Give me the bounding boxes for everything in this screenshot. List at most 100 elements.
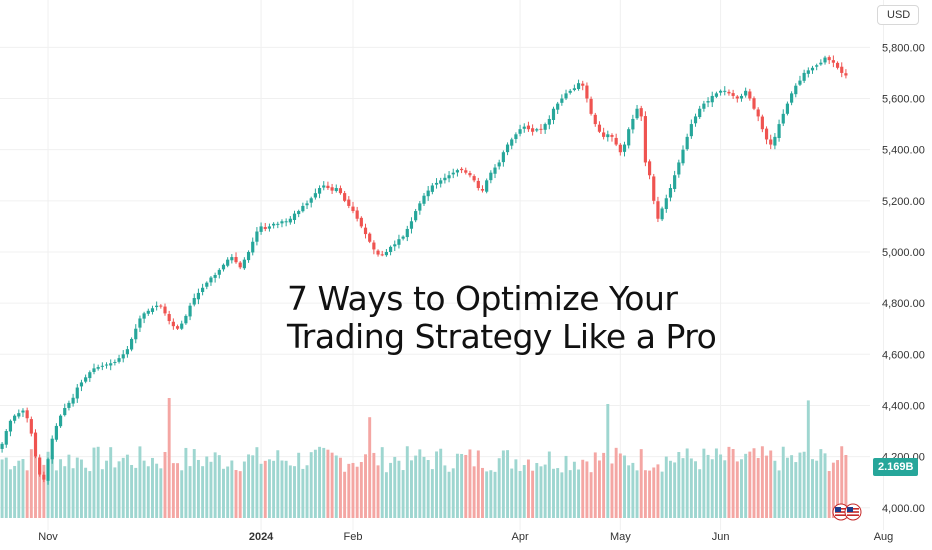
volume-bar: [209, 461, 213, 518]
x-tick-label: 2024: [249, 531, 274, 543]
volume-bar: [297, 452, 301, 518]
y-tick-label: 4,400.00: [882, 400, 925, 412]
volume-bars: [0, 398, 848, 518]
candle-body: [50, 438, 54, 460]
volume-bar: [430, 469, 434, 518]
x-tick-label: May: [610, 531, 631, 543]
volume-bar: [681, 458, 685, 518]
candle-body: [756, 109, 760, 117]
candle-body: [84, 377, 88, 382]
candle-body: [25, 410, 29, 419]
volume-bar: [88, 471, 92, 518]
volume-bar: [689, 458, 693, 518]
volume-bar: [714, 448, 718, 518]
volume-bar: [585, 461, 589, 518]
candle-body: [117, 358, 121, 362]
volume-bar: [414, 455, 418, 518]
candle-body: [823, 57, 827, 63]
volume-bar: [188, 466, 192, 518]
volume-bar: [460, 453, 464, 518]
candle-body: [622, 144, 627, 152]
x-tick-label: Apr: [512, 531, 529, 543]
volume-bar: [130, 464, 134, 518]
candle-body: [113, 361, 117, 363]
y-tick-label: 4,600.00: [882, 349, 925, 361]
volume-bar: [163, 451, 167, 518]
candle-body: [551, 108, 556, 121]
volume-bar: [727, 446, 731, 518]
candle-body: [589, 98, 593, 114]
candle-body: [292, 213, 297, 221]
candle-body: [368, 233, 372, 242]
volume-bar: [518, 471, 522, 518]
volume-bar: [840, 446, 844, 518]
volume-bar: [184, 447, 188, 518]
currency-selector-button[interactable]: USD: [877, 5, 919, 25]
candle-body: [731, 93, 735, 96]
volume-bar: [263, 460, 267, 518]
candle-body: [568, 90, 572, 93]
volume-bar: [100, 469, 104, 518]
candle-body: [13, 415, 17, 421]
volume-bar: [213, 452, 217, 518]
candle-body: [773, 136, 777, 146]
volume-bar: [510, 468, 514, 518]
volume-bar: [138, 446, 142, 518]
headline-line-2: Trading Strategy Like a Pro: [287, 317, 717, 356]
candle-body: [359, 217, 363, 227]
volume-bar: [34, 456, 37, 518]
volume-bar: [673, 462, 677, 518]
candle-body: [409, 221, 414, 229]
candle-body: [689, 124, 693, 137]
candle-body: [4, 431, 8, 445]
volume-bar: [748, 451, 752, 518]
volume-bar: [67, 454, 71, 518]
candle-body: [313, 193, 317, 198]
candle-body: [556, 103, 560, 110]
volume-bar: [443, 465, 447, 518]
volume-bar: [280, 460, 284, 518]
candle-body: [769, 139, 773, 145]
candle-body: [727, 91, 731, 94]
volume-bar: [694, 461, 697, 518]
volume-bar: [447, 471, 451, 518]
candle-body: [576, 83, 581, 90]
candle-body: [426, 190, 430, 197]
candle-body: [109, 363, 113, 366]
volume-bar: [146, 466, 150, 518]
volume-bar: [740, 459, 743, 518]
candle-body: [96, 367, 100, 369]
candle-body: [560, 98, 564, 103]
volume-bar: [769, 450, 773, 518]
candle-body: [526, 125, 531, 130]
volume-bar: [614, 447, 618, 518]
candle-body: [305, 203, 309, 206]
volume-bar: [251, 455, 255, 518]
price-candles: [0, 55, 848, 485]
volume-bar: [781, 446, 785, 518]
candle-body: [434, 182, 439, 185]
volume-bar: [42, 464, 46, 518]
candle-body: [748, 91, 752, 99]
candle-body: [125, 349, 129, 355]
candle-body: [217, 269, 221, 275]
volume-bar: [539, 466, 543, 518]
candle-body: [635, 108, 639, 119]
volume-bar: [464, 454, 468, 518]
volume-bar: [731, 449, 735, 518]
candle-body: [159, 305, 163, 307]
volume-bar: [656, 464, 660, 518]
volume-bar: [756, 458, 760, 518]
volume-bar: [514, 459, 518, 518]
volume-bar: [765, 455, 769, 518]
volume-bar: [710, 459, 714, 518]
volume-bar: [439, 448, 443, 518]
volume-bar: [522, 465, 526, 518]
candle-body: [593, 114, 597, 125]
volume-bar: [326, 449, 330, 518]
candle-body: [221, 264, 226, 270]
candle-body: [180, 323, 184, 329]
candle-body: [163, 306, 167, 314]
headline-line-1: 7 Ways to Optimize Your: [287, 279, 678, 318]
candle-body: [317, 188, 322, 194]
